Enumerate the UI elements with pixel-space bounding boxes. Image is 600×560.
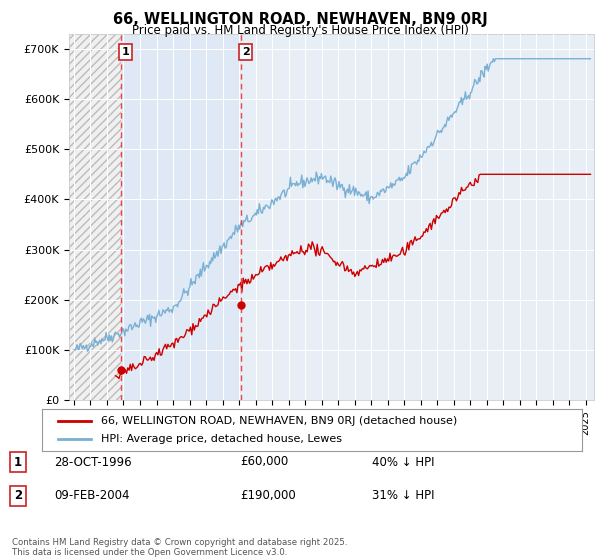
Bar	[121, 34, 241, 400]
Text: Price paid vs. HM Land Registry's House Price Index (HPI): Price paid vs. HM Land Registry's House …	[131, 24, 469, 37]
Text: 09-FEB-2004: 09-FEB-2004	[54, 489, 130, 502]
Bar	[69, 34, 121, 400]
Text: HPI: Average price, detached house, Lewes: HPI: Average price, detached house, Lewe…	[101, 434, 343, 444]
Text: 31% ↓ HPI: 31% ↓ HPI	[372, 489, 434, 502]
Text: 40% ↓ HPI: 40% ↓ HPI	[372, 455, 434, 469]
Text: £190,000: £190,000	[240, 489, 296, 502]
Text: £60,000: £60,000	[240, 455, 288, 469]
Text: 2: 2	[14, 489, 22, 502]
Text: 66, WELLINGTON ROAD, NEWHAVEN, BN9 0RJ: 66, WELLINGTON ROAD, NEWHAVEN, BN9 0RJ	[113, 12, 487, 27]
Text: 66, WELLINGTON ROAD, NEWHAVEN, BN9 0RJ (detached house): 66, WELLINGTON ROAD, NEWHAVEN, BN9 0RJ (…	[101, 416, 458, 426]
Text: 2: 2	[242, 47, 250, 57]
Text: 1: 1	[122, 47, 130, 57]
Text: 1: 1	[14, 455, 22, 469]
Text: Contains HM Land Registry data © Crown copyright and database right 2025.
This d: Contains HM Land Registry data © Crown c…	[12, 538, 347, 557]
Text: 28-OCT-1996: 28-OCT-1996	[54, 455, 131, 469]
